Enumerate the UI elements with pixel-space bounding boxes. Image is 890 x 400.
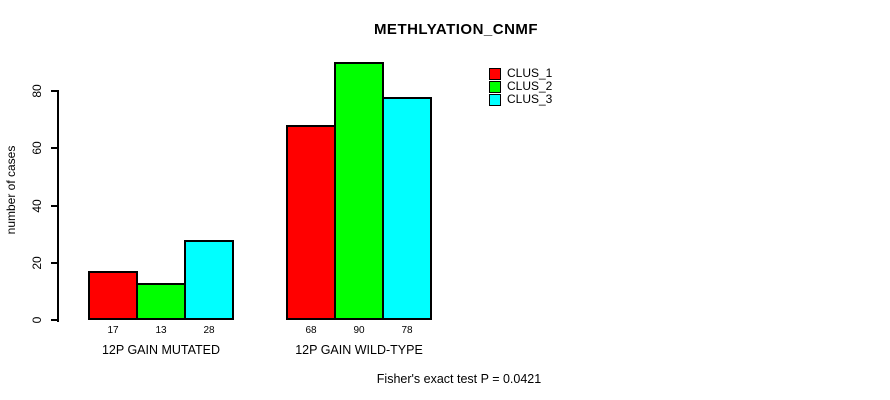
y-axis-tick bbox=[51, 319, 59, 321]
y-axis-title: number of cases bbox=[4, 145, 18, 235]
bar-value-label: 17 bbox=[107, 325, 119, 336]
y-axis-tick-label: 0 bbox=[30, 316, 44, 324]
bar-clus_2-group1 bbox=[136, 282, 186, 320]
bar-value-label: 90 bbox=[353, 325, 365, 336]
bar-value-label: 28 bbox=[203, 325, 215, 336]
y-axis-tick-label: 20 bbox=[30, 256, 44, 270]
bar-value-label: 13 bbox=[155, 325, 167, 336]
legend-label: CLUS_2 bbox=[507, 79, 553, 93]
y-axis-tick bbox=[51, 204, 59, 207]
chart-title: METHLYATION_CNMF bbox=[373, 21, 539, 38]
bar-value-label: 68 bbox=[305, 325, 317, 336]
y-axis-line bbox=[57, 91, 59, 322]
category-label: 12P GAIN WILD-TYPE bbox=[295, 343, 423, 357]
bar-clus_1-group2 bbox=[286, 125, 336, 320]
y-axis-tick-label: 40 bbox=[30, 198, 44, 213]
y-axis-tick bbox=[51, 90, 59, 92]
legend-item-clus_1: CLUS_1 bbox=[489, 67, 552, 80]
legend-swatch-clus_3 bbox=[489, 93, 501, 106]
legend-item-clus_2: CLUS_2 bbox=[489, 80, 552, 93]
legend: CLUS_1 CLUS_2 CLUS_3 bbox=[489, 67, 552, 106]
bar-clus_2-group2 bbox=[334, 62, 384, 320]
legend-swatch-clus_2 bbox=[489, 80, 501, 93]
y-axis-tick-label: 80 bbox=[30, 84, 44, 98]
legend-label: CLUS_3 bbox=[507, 92, 553, 106]
y-axis-tick-label: 60 bbox=[30, 141, 44, 155]
y-axis-tick bbox=[51, 147, 59, 150]
y-axis-tick bbox=[51, 261, 59, 264]
bar-clus_3-group2 bbox=[382, 96, 432, 320]
category-label: 12P GAIN MUTATED bbox=[101, 343, 221, 357]
bar-clus_1-group1 bbox=[88, 271, 138, 320]
legend-swatch-clus_1 bbox=[489, 67, 501, 80]
bar-clus_3-group1 bbox=[184, 239, 234, 320]
legend-item-clus_3: CLUS_3 bbox=[489, 93, 552, 106]
fisher-test-annotation: Fisher's exact test P = 0.0421 bbox=[376, 372, 542, 386]
legend-label: CLUS_1 bbox=[507, 66, 553, 80]
bar-value-label: 78 bbox=[401, 325, 413, 336]
